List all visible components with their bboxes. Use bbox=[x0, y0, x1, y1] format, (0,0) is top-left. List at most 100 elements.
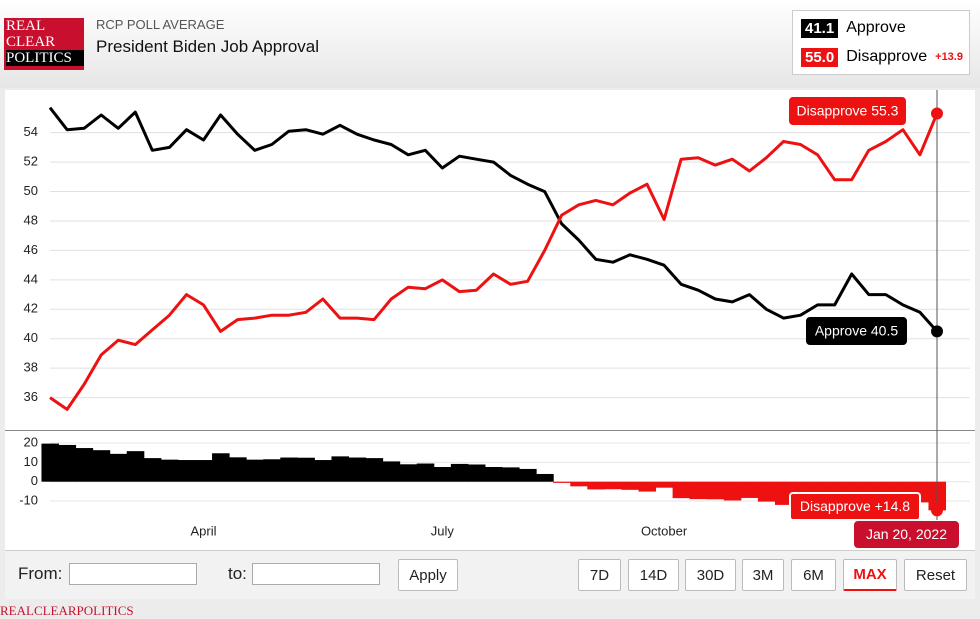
range-button[interactable]: 30D bbox=[685, 559, 736, 591]
tooltip-label: Jan 20, 2022 bbox=[866, 526, 947, 542]
spread-bar bbox=[689, 481, 708, 500]
series-line bbox=[49, 112, 939, 411]
range-button[interactable]: 7D bbox=[578, 559, 621, 591]
y-tick-label: 42 bbox=[24, 301, 38, 316]
y-tick-label: 0 bbox=[31, 473, 38, 488]
end-dot bbox=[931, 504, 943, 517]
from-label: From: bbox=[18, 564, 63, 583]
spread-bar bbox=[740, 481, 759, 498]
spread-bar bbox=[109, 453, 128, 482]
spread-bar bbox=[519, 468, 537, 482]
spread-bar bbox=[757, 481, 776, 502]
legend: 41.1 Approve 55.0 Disapprove +13.9 bbox=[792, 10, 970, 75]
y-tick-label: 52 bbox=[24, 154, 38, 169]
logo-line: REAL bbox=[6, 18, 46, 34]
x-tick-label: July bbox=[431, 523, 455, 538]
legend-label: Approve bbox=[846, 19, 906, 36]
y-tick-label: 40 bbox=[24, 330, 38, 345]
spread-bar bbox=[467, 464, 486, 482]
x-tick-label: April bbox=[191, 523, 217, 538]
legend-item: 41.1 Approve bbox=[801, 17, 906, 39]
range-button[interactable]: 3M bbox=[742, 559, 784, 591]
series-line bbox=[48, 106, 939, 333]
tooltip-label: Approve 40.5 bbox=[815, 323, 898, 339]
controls: From: to: Apply Reset 7D 14D 30D 3M 6M MAX bbox=[5, 550, 975, 599]
spread-bar bbox=[160, 459, 179, 482]
spread-bar bbox=[723, 481, 742, 501]
spread-bar bbox=[75, 448, 94, 482]
tooltip-box bbox=[789, 97, 906, 125]
spread-bar bbox=[246, 459, 264, 482]
tooltip-box bbox=[789, 492, 921, 521]
header: REAL CLEAR POLITICS RCP POLL AVERAGE Pre… bbox=[0, 0, 980, 88]
y-tick-label: 10 bbox=[24, 454, 38, 469]
spread-bar bbox=[706, 481, 725, 500]
tooltip-box bbox=[806, 317, 907, 345]
spread-bar bbox=[58, 444, 77, 482]
legend-item: 55.0 Disapprove +13.9 bbox=[801, 46, 963, 68]
spread-bar bbox=[774, 481, 793, 505]
y-tick-label: 44 bbox=[24, 271, 38, 286]
y-tick-label: 46 bbox=[24, 242, 38, 257]
spread-bar bbox=[416, 463, 435, 482]
y-tick-label: 38 bbox=[24, 360, 38, 375]
apply-button[interactable]: Apply bbox=[398, 559, 458, 591]
spread-bar bbox=[399, 464, 418, 482]
spread-bar bbox=[450, 463, 469, 482]
logo-line: POLITICS bbox=[6, 50, 84, 66]
range-button[interactable]: 14D bbox=[628, 559, 679, 591]
legend-spread: +13.9 bbox=[935, 51, 963, 63]
spread-bar bbox=[570, 481, 588, 487]
reset-button[interactable]: Reset bbox=[904, 559, 967, 591]
from-input[interactable] bbox=[69, 563, 197, 585]
spread-bar bbox=[212, 453, 230, 482]
logo: REAL CLEAR POLITICS bbox=[4, 18, 84, 70]
tooltip-box bbox=[854, 521, 959, 548]
y-tick-label: 48 bbox=[24, 212, 38, 227]
spread-bar bbox=[672, 481, 691, 499]
tooltip-label: Disapprove 55.3 bbox=[797, 103, 899, 119]
y-tick-label: 50 bbox=[24, 183, 38, 198]
spread-bar bbox=[126, 451, 145, 482]
spread-bar bbox=[655, 481, 674, 488]
to-label: to: bbox=[228, 564, 247, 583]
spread-bar bbox=[843, 481, 861, 495]
spread-bar bbox=[382, 461, 401, 482]
spread-bar bbox=[41, 443, 60, 482]
spread-bar bbox=[638, 481, 657, 492]
spread-bar bbox=[365, 458, 384, 482]
spread-bar bbox=[331, 456, 350, 482]
chart: 36 38 40 42 44 46 48 50 52 54 20 10 0 -10 April July Oct… bbox=[5, 90, 975, 550]
to-input[interactable] bbox=[252, 563, 380, 585]
range-button[interactable]: MAX bbox=[843, 559, 897, 591]
spread-bar bbox=[143, 458, 162, 482]
spread-bar bbox=[229, 457, 247, 482]
spread-bar bbox=[194, 460, 213, 482]
spread-bar bbox=[587, 481, 605, 490]
end-dot bbox=[931, 325, 943, 338]
spread-bar bbox=[177, 460, 196, 482]
spread-bar bbox=[263, 459, 281, 482]
legend-value: 41.1 bbox=[801, 18, 839, 38]
spread-bar bbox=[280, 457, 298, 482]
legend-label: Disapprove bbox=[846, 48, 928, 65]
spread-bar bbox=[604, 481, 622, 490]
range-button[interactable]: 6M bbox=[791, 559, 836, 591]
x-tick-label: October bbox=[641, 523, 688, 538]
spread-bar bbox=[314, 460, 332, 482]
y-tick-label: 54 bbox=[24, 124, 38, 139]
spread-bar bbox=[297, 457, 315, 482]
spread-bar bbox=[484, 467, 503, 482]
spread-bar bbox=[536, 473, 554, 482]
kicker: RCP POLL AVERAGE bbox=[96, 17, 225, 32]
legend-value: 55.0 bbox=[801, 47, 839, 67]
spread-bar bbox=[621, 481, 639, 490]
spread-bar bbox=[348, 457, 367, 482]
spread-bar bbox=[502, 467, 520, 482]
chart-title: President Biden Job Approval bbox=[96, 37, 320, 56]
spread-bar bbox=[553, 481, 571, 483]
spread-bar bbox=[433, 467, 452, 482]
y-tick-label: -10 bbox=[19, 492, 38, 507]
spread-bar bbox=[92, 450, 111, 482]
